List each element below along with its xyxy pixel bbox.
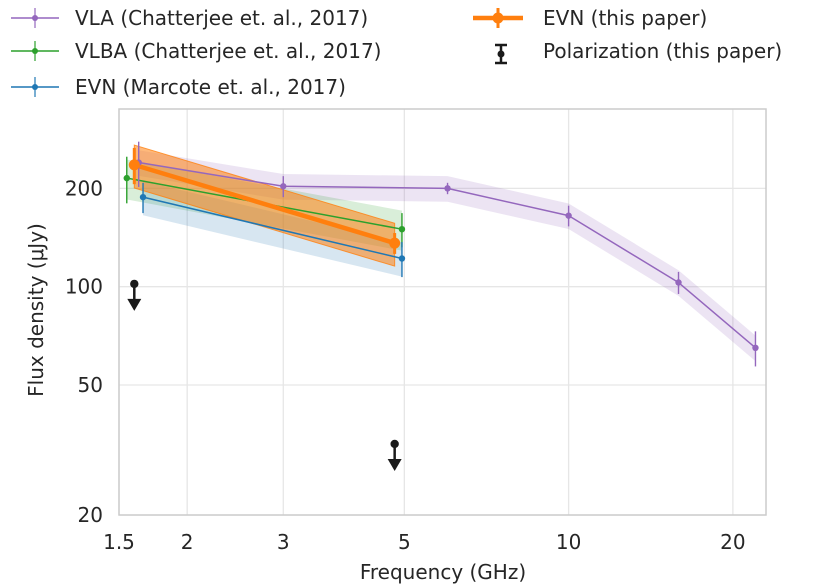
vla-point [280,183,287,190]
x-tick-label: 20 [720,530,745,554]
data-markers [123,141,759,471]
vlba-point [398,225,406,233]
x-tick-label: 5 [398,530,411,554]
vla-point [565,212,572,219]
polarization-point [130,279,139,289]
vla-point [752,344,759,352]
y-tick-labels: 20 50 100 200 [65,176,103,527]
legend-entry-vla: VLA (Chatterjee et. al., 2017) [11,6,368,30]
legend-entry-evn-marcote: EVN (Marcote et. al., 2017) [11,75,346,99]
evn_marcote-point [398,255,406,262]
legend-entry-evn-this-paper: EVN (this paper) [473,6,707,30]
x-axis-label: Frequency (GHz) [360,560,526,584]
y-tick-label: 200 [65,176,103,200]
polarization-arrow-head [387,458,402,471]
legend-entry-polarization: Polarization (this paper) [495,39,782,65]
legend: VLA (Chatterjee et. al., 2017) VLBA (Cha… [11,6,782,99]
evn_this-point [389,237,401,249]
vlba-point [123,174,130,182]
y-tick-label: 20 [78,503,103,527]
evn_marcote-point [139,193,147,201]
vla-point [444,185,451,192]
x-tick-label: 10 [556,530,581,554]
x-tick-label: 2 [181,530,194,554]
legend-label-polarization: Polarization (this paper) [543,39,782,63]
legend-label-evn-this-paper: EVN (this paper) [543,6,707,30]
y-axis-label: Flux density (μJy) [24,223,48,397]
y-tick-label: 100 [65,275,103,299]
x-tick-label: 3 [277,530,290,554]
x-tick-label: 1.5 [103,530,135,554]
y-tick-label: 50 [78,373,103,397]
legend-entry-vlba: VLBA (Chatterjee et. al., 2017) [11,39,381,63]
evn_marcote-line [142,196,403,260]
x-tick-labels: 1.5 2 3 5 10 20 [103,530,746,554]
polarization-point [390,439,399,449]
legend-label-evn-marcote: EVN (Marcote et. al., 2017) [75,75,346,99]
vla-point [675,279,682,286]
polarization-arrow-head [127,298,142,311]
evn_this-point [128,159,140,171]
plot-frame [118,108,767,516]
legend-label-vla: VLA (Chatterjee et. al., 2017) [75,6,368,30]
evn_this-line [133,162,396,246]
series-lines [126,161,756,349]
legend-label-vlba: VLBA (Chatterjee et. al., 2017) [75,39,381,63]
vla-line [138,161,756,349]
